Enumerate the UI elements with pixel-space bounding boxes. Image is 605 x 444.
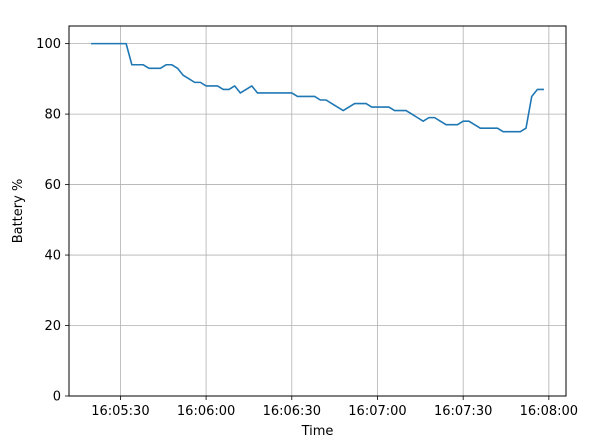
x-tick-label: 16:05:30 [91, 404, 149, 419]
y-axis-ticks: 0 20 40 60 80 100 [36, 37, 69, 405]
y-tick-label: 0 [53, 390, 61, 405]
plot-frame [68, 25, 567, 397]
y-tick-label: 100 [36, 37, 61, 52]
x-tick-label: 16:08:00 [520, 404, 578, 419]
y-tick-label: 20 [44, 319, 61, 334]
x-axis-ticks: 16:05:30 16:06:00 16:06:30 16:07:00 16:07:30… [91, 396, 578, 419]
x-tick-label: 16:06:30 [263, 404, 321, 419]
x-tick-label: 16:06:00 [177, 404, 235, 419]
x-axis-label: Time [301, 424, 334, 439]
y-axis-label: Battery % [11, 179, 26, 244]
grid-lines [69, 26, 566, 397]
battery-series-line [91, 42, 544, 133]
series-layer [91, 42, 544, 133]
y-tick-label: 60 [44, 178, 61, 193]
y-tick-label: 40 [44, 249, 61, 264]
y-tick-label: 80 [44, 108, 61, 123]
x-tick-label: 16:07:30 [434, 404, 492, 419]
x-tick-label: 16:07:00 [348, 404, 406, 419]
